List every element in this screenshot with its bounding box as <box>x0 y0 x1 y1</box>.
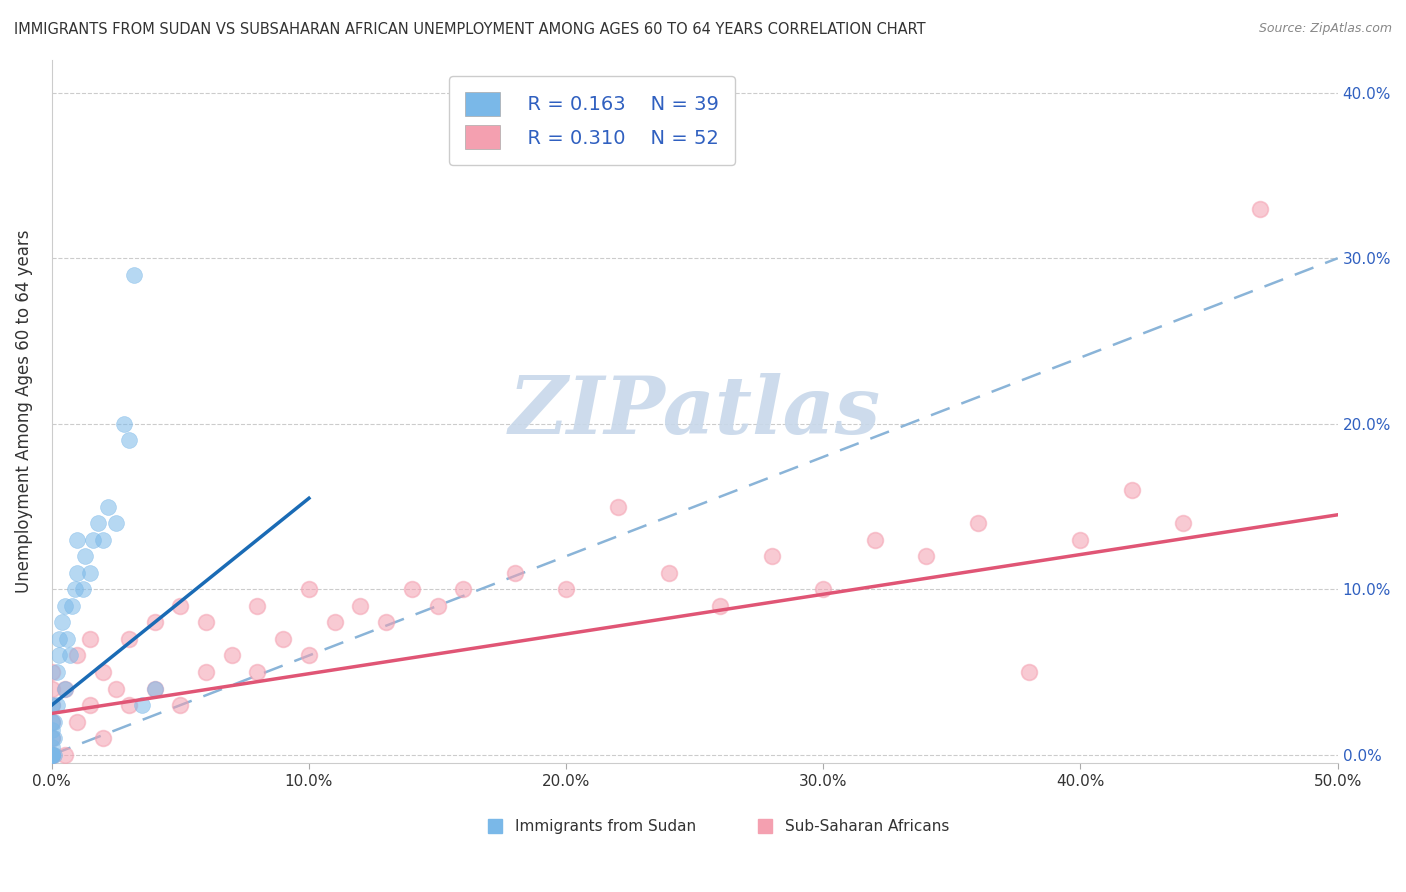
Point <box>59 648 82 663</box>
Text: ZIPatlas: ZIPatlas <box>509 373 880 450</box>
Point <box>53 681 76 696</box>
Point <box>41 747 63 762</box>
Point <box>41 747 63 762</box>
Point <box>45 698 67 713</box>
Point <box>143 615 166 630</box>
Text: Sub-Saharan Africans: Sub-Saharan Africans <box>785 819 949 834</box>
Point <box>915 549 938 564</box>
Point <box>41 731 63 746</box>
Point <box>118 434 141 448</box>
Point <box>143 681 166 696</box>
Text: Immigrants from Sudan: Immigrants from Sudan <box>515 819 696 834</box>
Point <box>349 599 371 613</box>
Point <box>143 681 166 696</box>
Point <box>169 599 191 613</box>
Point <box>41 747 63 762</box>
Point <box>112 417 135 431</box>
Point <box>1173 516 1195 530</box>
Point <box>66 714 89 729</box>
Point <box>966 516 988 530</box>
Point <box>503 566 526 580</box>
Point <box>401 582 423 597</box>
Point <box>41 747 63 762</box>
Point <box>195 665 218 679</box>
Point <box>41 723 63 737</box>
Point <box>45 665 67 679</box>
Legend:   R = 0.163    N = 39,   R = 0.310    N = 52: R = 0.163 N = 39, R = 0.310 N = 52 <box>449 77 734 165</box>
Point <box>53 599 76 613</box>
Point <box>813 582 835 597</box>
Point <box>323 615 346 630</box>
Point <box>105 681 128 696</box>
Point <box>48 632 70 646</box>
Point <box>87 516 110 530</box>
Point <box>271 632 294 646</box>
Text: IMMIGRANTS FROM SUDAN VS SUBSAHARAN AFRICAN UNEMPLOYMENT AMONG AGES 60 TO 64 YEA: IMMIGRANTS FROM SUDAN VS SUBSAHARAN AFRI… <box>14 22 925 37</box>
Point <box>41 731 63 746</box>
Point <box>56 632 79 646</box>
Point <box>51 615 73 630</box>
Point <box>606 500 628 514</box>
Point <box>53 681 76 696</box>
Point <box>44 731 66 746</box>
Point <box>41 714 63 729</box>
Point <box>82 533 104 547</box>
Point <box>41 747 63 762</box>
Point <box>79 566 101 580</box>
Point <box>63 582 86 597</box>
Point <box>863 533 886 547</box>
Point <box>79 632 101 646</box>
Point <box>169 698 191 713</box>
Point <box>41 665 63 679</box>
Point <box>246 599 269 613</box>
Point <box>66 533 89 547</box>
Point <box>221 648 243 663</box>
Point <box>246 665 269 679</box>
Point <box>44 714 66 729</box>
Point <box>298 582 321 597</box>
Text: Source: ZipAtlas.com: Source: ZipAtlas.com <box>1258 22 1392 36</box>
Point <box>1018 665 1040 679</box>
Point <box>41 739 63 754</box>
Point <box>41 747 63 762</box>
Point <box>66 566 89 580</box>
Point <box>122 268 145 282</box>
Point <box>195 615 218 630</box>
Point <box>1121 483 1143 497</box>
Point <box>48 648 70 663</box>
Point <box>41 681 63 696</box>
Point <box>375 615 398 630</box>
Point <box>97 500 120 514</box>
Point <box>41 747 63 762</box>
Point <box>709 599 731 613</box>
Point <box>555 582 578 597</box>
Point <box>41 698 63 713</box>
Point <box>41 747 63 762</box>
Point <box>658 566 681 580</box>
Point <box>91 665 114 679</box>
Point <box>53 747 76 762</box>
Point <box>131 698 153 713</box>
Point <box>1069 533 1091 547</box>
Point <box>451 582 474 597</box>
Y-axis label: Unemployment Among Ages 60 to 64 years: Unemployment Among Ages 60 to 64 years <box>15 229 32 593</box>
Point <box>105 516 128 530</box>
Point <box>72 582 94 597</box>
Point <box>91 533 114 547</box>
Point <box>60 599 83 613</box>
Point <box>426 599 449 613</box>
Point <box>91 731 114 746</box>
Point <box>118 698 141 713</box>
Point <box>66 648 89 663</box>
Point <box>298 648 321 663</box>
Point <box>41 714 63 729</box>
Point <box>761 549 783 564</box>
Point <box>41 698 63 713</box>
Point <box>75 549 97 564</box>
Point <box>79 698 101 713</box>
Point <box>44 747 66 762</box>
Point <box>118 632 141 646</box>
Point <box>1250 202 1272 216</box>
